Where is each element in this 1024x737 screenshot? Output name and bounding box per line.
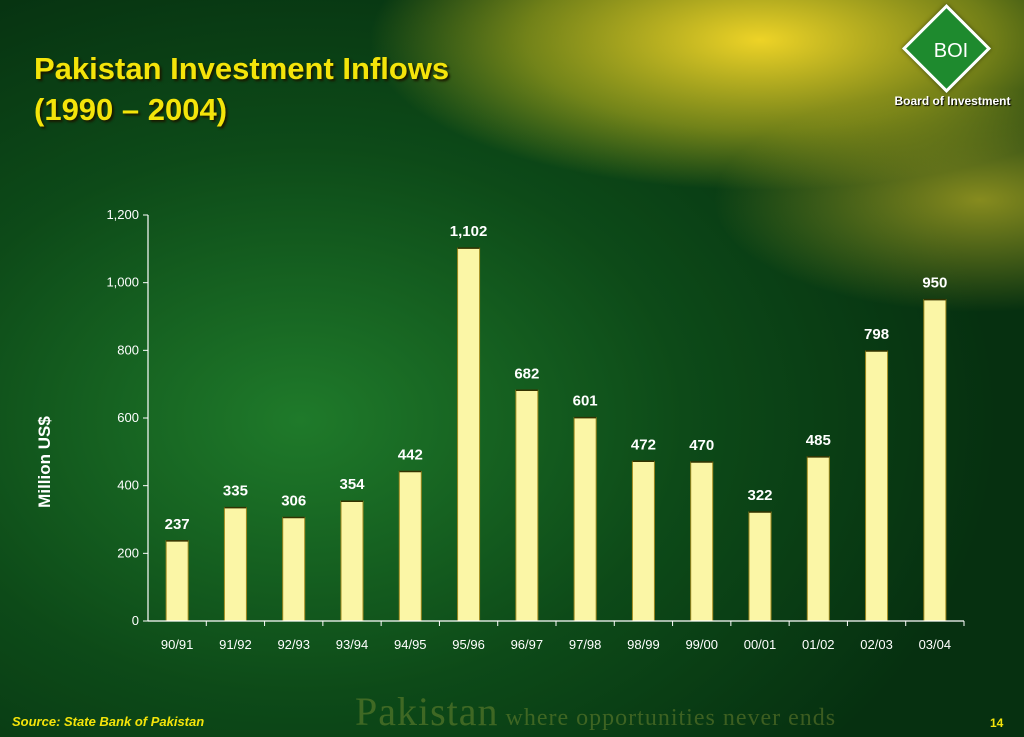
x-tick-label: 94/95 bbox=[394, 637, 427, 652]
bar-value-label: 472 bbox=[631, 436, 656, 453]
source-note: Source: State Bank of Pakistan bbox=[12, 714, 205, 729]
title-line-2: (1990 – 2004) bbox=[34, 92, 228, 127]
y-tick-label: 1,200 bbox=[106, 207, 139, 222]
bar bbox=[631, 460, 655, 622]
bar bbox=[223, 507, 247, 622]
tagline-main: Pakistan bbox=[355, 689, 499, 734]
bar bbox=[748, 511, 772, 622]
bar-value-label: 682 bbox=[514, 365, 539, 382]
bar bbox=[515, 389, 539, 622]
y-tick-label: 600 bbox=[117, 410, 139, 425]
x-tick-label: 00/01 bbox=[744, 637, 777, 652]
tagline-rest: where opportunities never ends bbox=[498, 705, 837, 731]
x-tick-label: 91/92 bbox=[219, 637, 252, 652]
title-line-1: Pakistan Investment Inflows bbox=[34, 51, 450, 86]
y-tick-label: 1,000 bbox=[106, 275, 139, 290]
bar-value-label: 950 bbox=[922, 275, 947, 292]
x-axis: 90/91 91/92 92/93 93/94 94/95 95/96 96/97 97/98… bbox=[148, 620, 965, 652]
footer-tagline: Pakistan where opportunities never ends bbox=[355, 688, 836, 735]
x-tick-label: 03/04 bbox=[919, 637, 952, 652]
bar-value-label: 237 bbox=[165, 516, 190, 533]
bar-value-label: 1,102 bbox=[450, 223, 488, 240]
bar bbox=[282, 516, 306, 622]
x-tick-label: 95/96 bbox=[452, 637, 485, 652]
y-tick-label: 800 bbox=[117, 342, 139, 357]
bar bbox=[923, 299, 947, 622]
x-tick-label: 99/00 bbox=[685, 637, 718, 652]
bar bbox=[165, 540, 189, 622]
bar-value-label: 306 bbox=[281, 492, 306, 509]
bar-value-label: 335 bbox=[223, 483, 248, 500]
bar bbox=[398, 470, 422, 622]
logo-text: BOI bbox=[933, 40, 969, 62]
slide-title: Pakistan Investment Inflows (1990 – 2004… bbox=[34, 48, 449, 130]
x-tick-label: 98/99 bbox=[627, 637, 660, 652]
bar-value-label: 798 bbox=[864, 326, 889, 343]
bar bbox=[806, 456, 830, 622]
bar-value-label: 354 bbox=[339, 476, 365, 493]
x-tick-label: 97/98 bbox=[569, 637, 602, 652]
bar bbox=[690, 461, 714, 622]
bar bbox=[573, 417, 597, 622]
page-number: 14 bbox=[990, 716, 1004, 730]
y-tick-label: 400 bbox=[117, 478, 139, 493]
bars: 237 335 306 354 442 1,102 682 601 472 470 322 485 79… bbox=[165, 223, 947, 622]
y-axis: 0 200 400 600 800 1,000 1,200 bbox=[106, 207, 149, 628]
x-tick-label: 92/93 bbox=[277, 637, 310, 652]
logo-subtext: Board of Investment bbox=[894, 94, 1011, 108]
x-tick-label: 96/97 bbox=[511, 637, 544, 652]
bar-value-label: 322 bbox=[747, 487, 772, 504]
bar bbox=[340, 500, 364, 622]
x-tick-label: 01/02 bbox=[802, 637, 835, 652]
bar bbox=[865, 350, 889, 622]
y-tick-label: 0 bbox=[132, 613, 139, 628]
boi-logo: BOI Board of Investment bbox=[894, 3, 1015, 109]
bar-value-label: 601 bbox=[573, 393, 598, 410]
bar-value-label: 485 bbox=[806, 432, 831, 449]
y-tick-label: 200 bbox=[117, 545, 139, 560]
bar-value-label: 470 bbox=[689, 437, 714, 454]
bar bbox=[457, 247, 481, 622]
x-tick-label: 02/03 bbox=[860, 637, 893, 652]
x-tick-label: 90/91 bbox=[161, 637, 194, 652]
bar-value-label: 442 bbox=[398, 446, 423, 463]
y-axis-label: Million US$ bbox=[35, 416, 54, 508]
x-tick-label: 93/94 bbox=[336, 637, 369, 652]
